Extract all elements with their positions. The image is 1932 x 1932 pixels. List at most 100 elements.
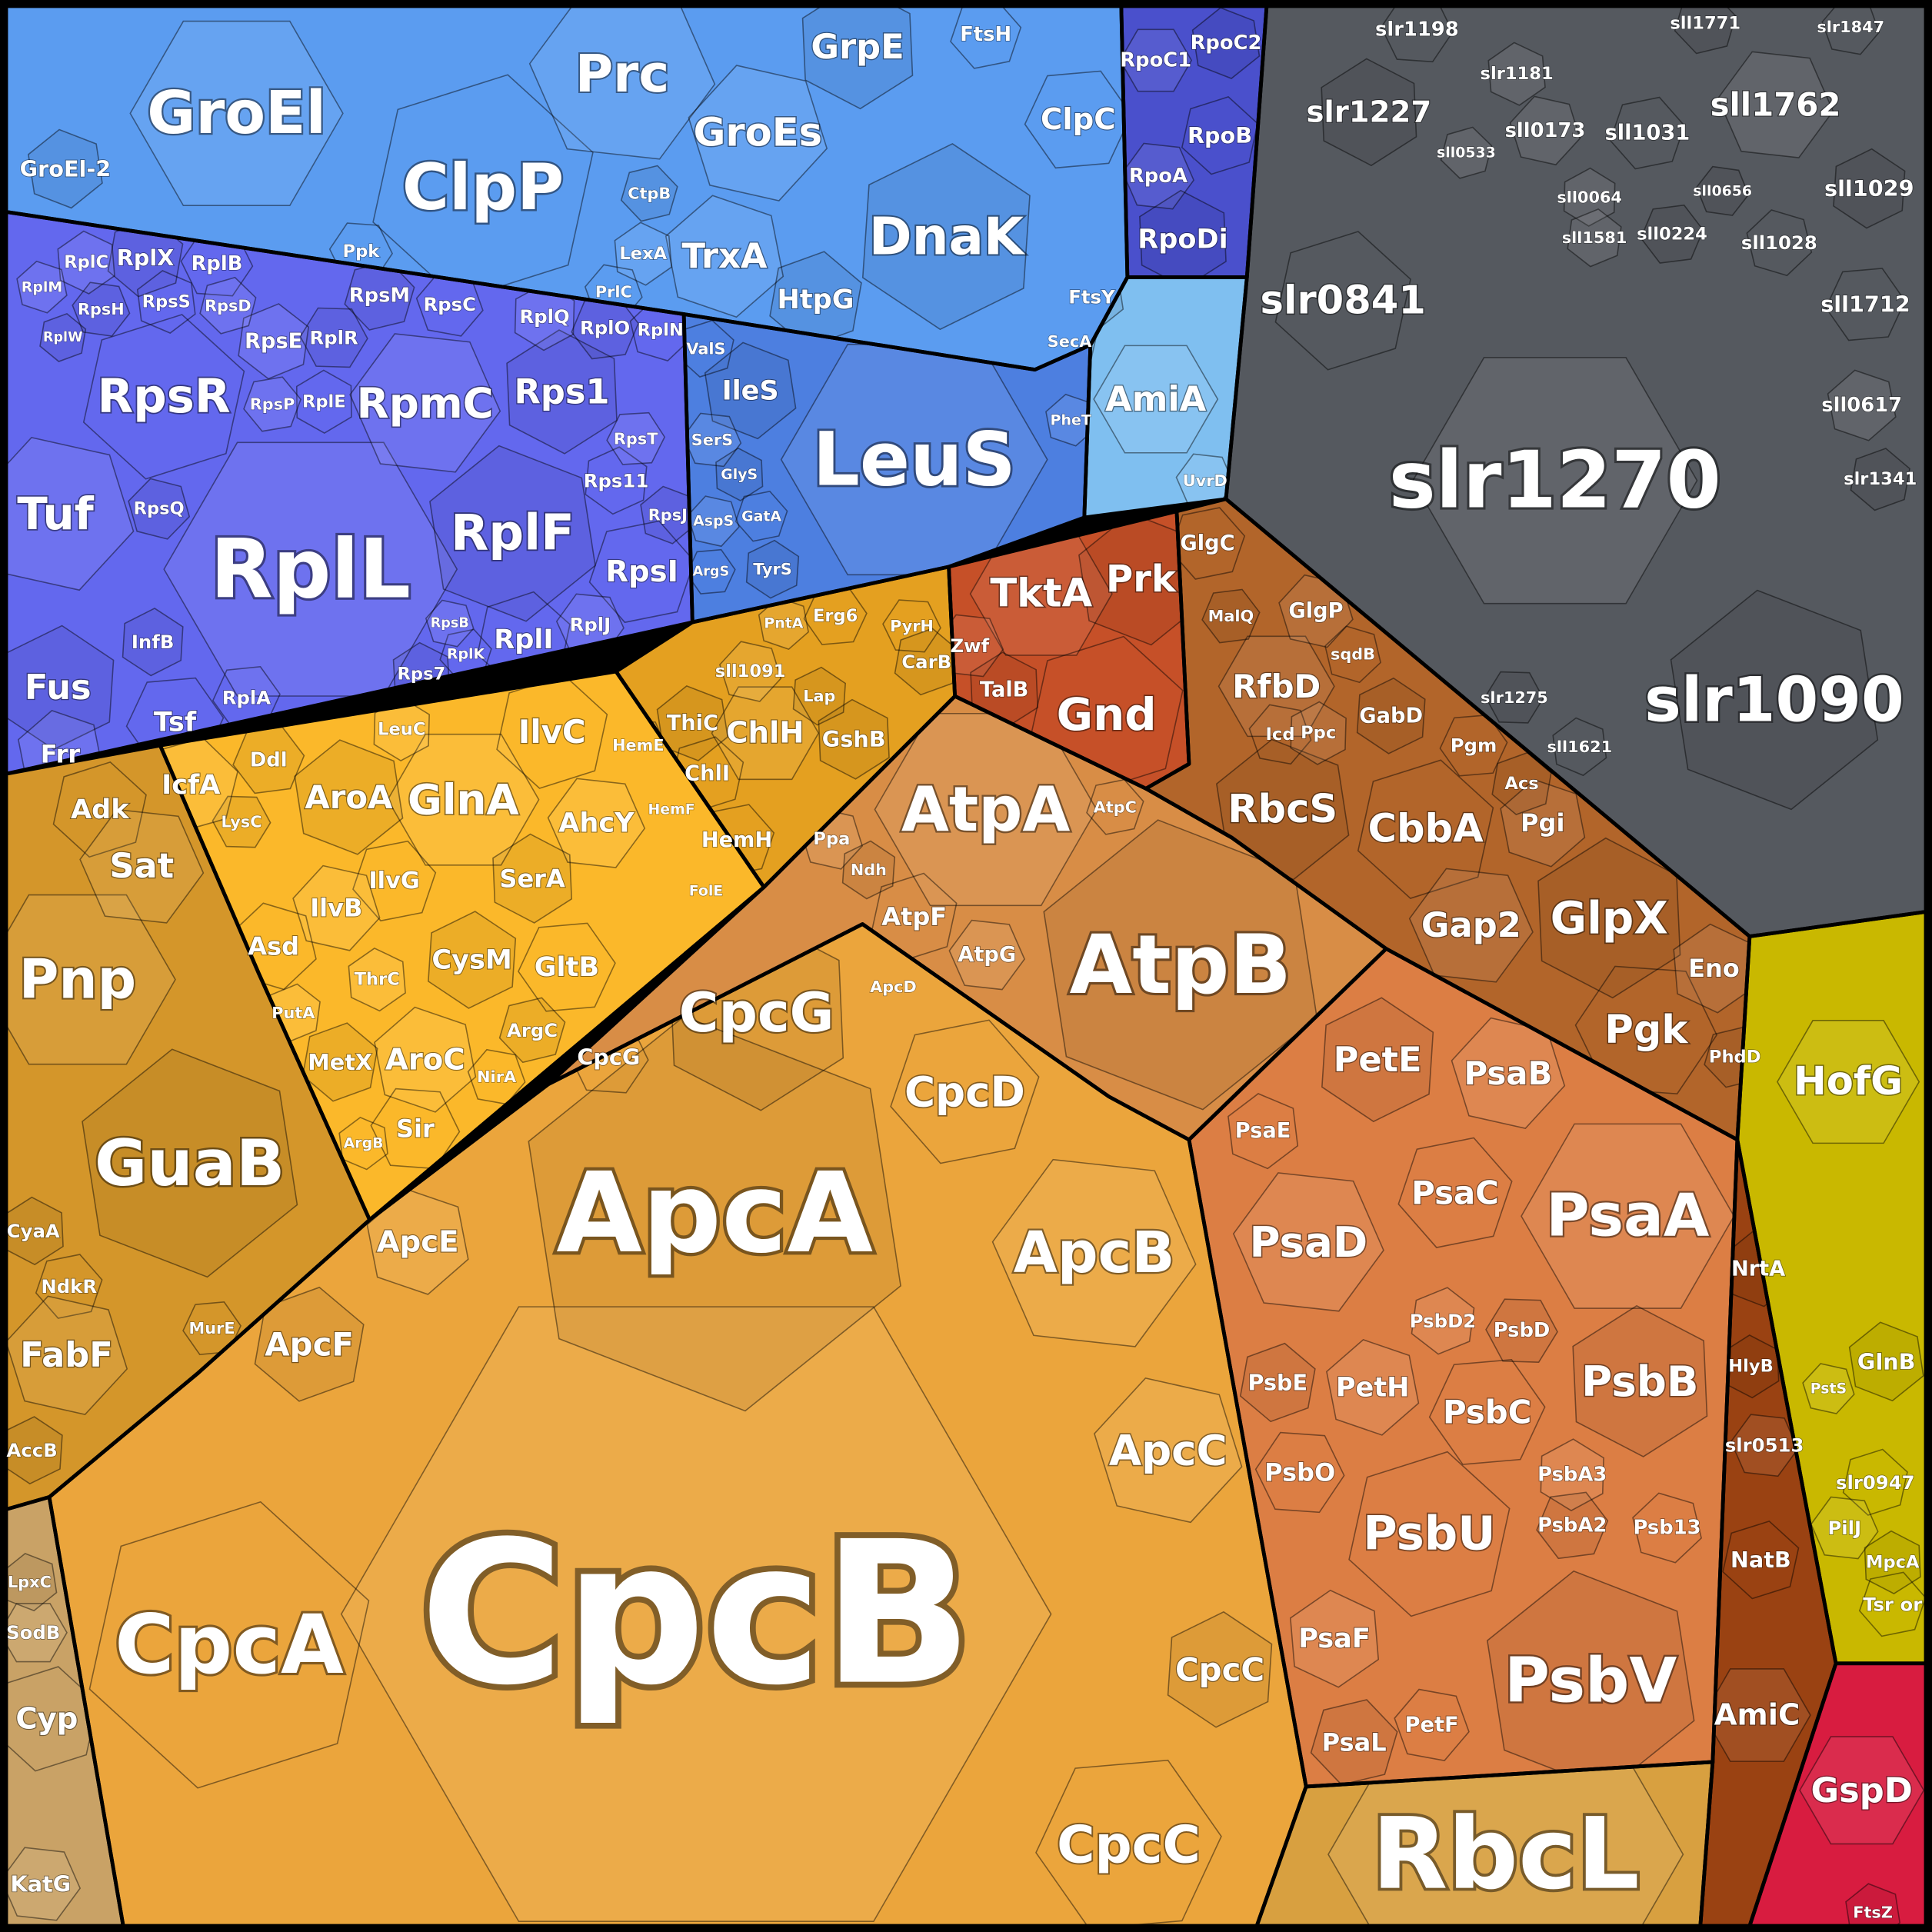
cell-label: PsbD <box>1494 1319 1551 1342</box>
cell-label: GroEs <box>693 111 822 156</box>
cell <box>35 1254 103 1319</box>
group-region <box>948 511 1189 789</box>
cell-label: NrtA <box>1731 1257 1785 1281</box>
cell-label: ApcD <box>870 978 917 996</box>
group-cells <box>1169 507 1750 1094</box>
cell-label: sll1581 <box>1562 228 1627 247</box>
cell-label: AhcY <box>558 808 635 839</box>
cell <box>719 641 782 702</box>
cell <box>1380 6 1454 63</box>
group-cells <box>160 675 646 1171</box>
cell-label: GlgC <box>1180 531 1234 555</box>
cell <box>1093 345 1219 454</box>
cell <box>1673 923 1750 1014</box>
cell-label: RplJ <box>570 614 611 636</box>
cell-label: slr0841 <box>1261 278 1426 323</box>
cell-label: Ppk <box>343 242 381 261</box>
cell-label: sll0617 <box>1821 394 1902 417</box>
cell-label: FtsY <box>1068 286 1115 308</box>
cell-label: CtpB <box>628 185 671 203</box>
cell <box>340 1306 1052 1923</box>
cell <box>1485 1298 1558 1364</box>
cell <box>1215 738 1350 881</box>
cell-label: Ddl <box>250 748 288 771</box>
group-region <box>1257 1761 1713 1926</box>
cell-label: ChlI <box>685 762 730 786</box>
cell-label: MpcA <box>1866 1552 1920 1572</box>
cell-label: ThiC <box>667 711 718 735</box>
cell <box>374 1006 477 1113</box>
group-cells <box>800 712 1318 1111</box>
cell-label: RplC <box>64 252 108 272</box>
cell <box>665 195 784 318</box>
group-cells <box>6 761 298 1485</box>
cell-label: Prc <box>575 44 669 104</box>
cell <box>373 697 430 762</box>
cell-label: RplL <box>210 522 411 617</box>
cell-label: ApcC <box>1109 1426 1227 1475</box>
cell-label: RplF <box>451 505 575 562</box>
cell-label: Prk <box>1106 558 1177 601</box>
group-region <box>1145 498 1750 1140</box>
cell-label: IlvG <box>368 868 420 894</box>
cell <box>620 165 678 222</box>
cell-label: slr1341 <box>1844 469 1917 489</box>
cell-label: Rps7 <box>398 664 446 684</box>
cell-label: PsbB <box>1581 1357 1698 1406</box>
cell-label: sll1771 <box>1670 13 1740 33</box>
cell-label: SodB <box>6 1621 60 1644</box>
group-region <box>1121 6 1267 278</box>
group-region <box>616 566 955 888</box>
cell-label: RpoC1 <box>1120 49 1191 72</box>
cell-label: PsbV <box>1504 1645 1677 1717</box>
cell-label: PsaF <box>1298 1623 1371 1654</box>
cell-label: HlyB <box>1728 1357 1774 1377</box>
cell <box>1850 448 1910 511</box>
cell <box>1078 512 1189 646</box>
cell-label: CbbA <box>1367 807 1484 852</box>
cell <box>428 911 517 1009</box>
cell-label: Asd <box>248 931 299 961</box>
cell <box>1348 1451 1511 1617</box>
cell <box>1024 70 1128 169</box>
cell <box>1730 1414 1799 1477</box>
cell-label: MalQ <box>1208 607 1254 625</box>
cell <box>295 369 352 435</box>
cell <box>366 1188 469 1295</box>
group-region <box>6 745 370 1510</box>
cell-label: CysM <box>431 944 511 975</box>
cell <box>1086 778 1144 835</box>
cell-label: PsbO <box>1264 1457 1335 1487</box>
group-region <box>1188 948 1737 1787</box>
cell-label: PetH <box>1336 1371 1410 1403</box>
cell <box>1704 1026 1750 1088</box>
cell-label: AroC <box>385 1042 465 1077</box>
cell <box>688 65 828 202</box>
cell <box>212 795 271 848</box>
cell-label: PhdD <box>1709 1048 1761 1068</box>
cell-label: PsbD2 <box>1410 1310 1476 1332</box>
cell-label: Erg6 <box>813 606 858 626</box>
cell <box>1045 393 1091 447</box>
cell-label: PetE <box>1334 1040 1422 1080</box>
cell-label: GlpX <box>1551 892 1668 944</box>
cell-label: TktA <box>990 571 1092 617</box>
cell-label: CpcC <box>1057 1814 1201 1874</box>
group-cells <box>1121 7 1261 278</box>
cell-label: FtsH <box>960 23 1011 46</box>
cell <box>1326 1338 1420 1436</box>
group-cells <box>1799 1736 1925 1926</box>
cell <box>841 840 896 900</box>
cell <box>1552 717 1607 777</box>
cell-label: slr1275 <box>1481 688 1548 707</box>
cell <box>528 6 716 160</box>
cell-label: Ppa <box>813 829 850 849</box>
cell <box>1540 1438 1604 1512</box>
group-region <box>6 1497 124 1926</box>
cell <box>348 948 406 1012</box>
cell <box>79 808 205 924</box>
cell <box>1227 1093 1299 1170</box>
cell-label: slr1270 <box>1389 435 1721 526</box>
cell-label: RpsQ <box>134 499 185 519</box>
cell <box>1842 1448 1908 1516</box>
